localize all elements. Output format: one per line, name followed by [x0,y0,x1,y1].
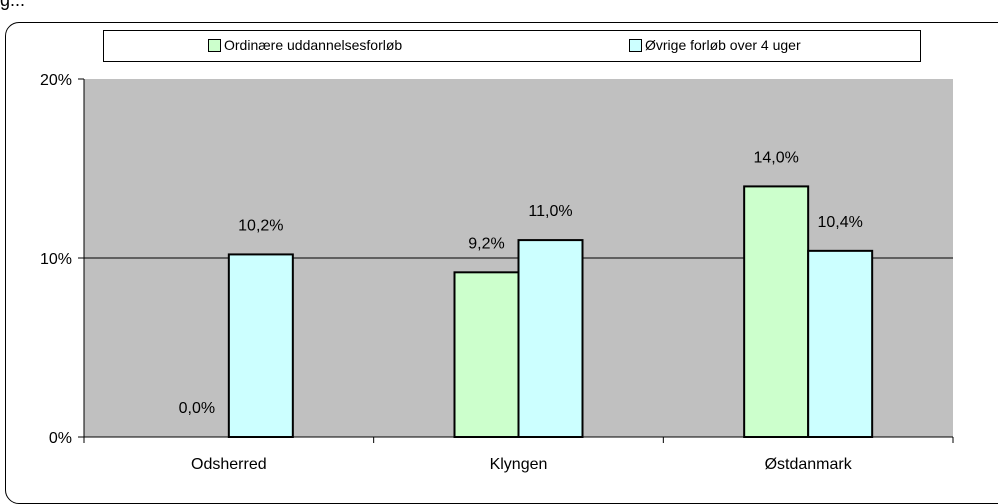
legend-swatch-series-2 [629,38,642,52]
legend: Ordinære uddannelsesforløb Øvrige forløb… [103,30,921,62]
y-tick-label: 20% [40,72,72,89]
bar [743,185,810,438]
data-label: 9,2% [468,235,504,252]
y-tick-label: 0% [49,430,72,447]
data-label: 0,0% [179,400,215,417]
bar [517,239,584,438]
x-tick-label: Østdanmark [765,456,853,473]
bar [453,271,520,438]
legend-item-series-1: Ordinære uddannelsesforløb [208,37,402,53]
plot-area: 0% 10% 20% Odsherred 0,0% 10,2% Klyngen 9,2% 11,… [40,72,954,473]
data-label: 14,0% [753,149,798,166]
y-tick-label: 10% [40,251,72,268]
legend-item-series-2: Øvrige forløb over 4 uger [629,37,801,53]
legend-label-series-1: Ordinære uddannelsesforløb [224,37,403,53]
bar-chart: 0% 10% 20% Odsherred 0,0% 10,2% Klyngen 9,2% 11,… [40,72,954,473]
data-label: 11,0% [528,203,572,220]
bar [227,253,294,438]
legend-label-series-2: Øvrige forløb over 4 uger [645,37,801,53]
x-tick-label: Klyngen [490,456,548,473]
data-label: 10,2% [238,217,283,234]
legend-swatch-series-1 [208,38,221,52]
bar [807,249,874,438]
data-label: 10,4% [817,214,862,231]
x-tick-label: Odsherred [191,456,267,473]
cropped-title-text: g... [0,0,26,10]
